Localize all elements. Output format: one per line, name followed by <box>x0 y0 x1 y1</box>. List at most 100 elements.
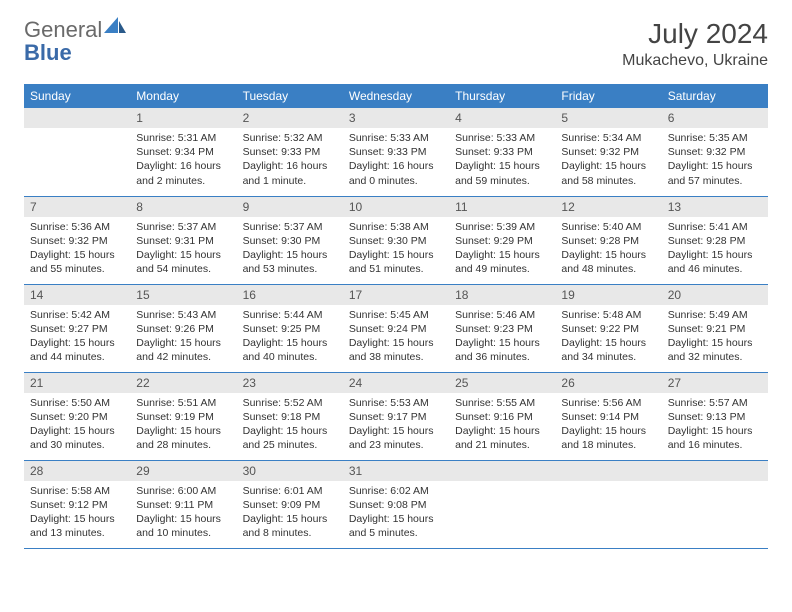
day-info: Sunrise: 5:44 AMSunset: 9:25 PMDaylight:… <box>237 305 343 369</box>
day-info: Sunrise: 6:02 AMSunset: 9:08 PMDaylight:… <box>343 481 449 545</box>
calendar-day-cell: 29Sunrise: 6:00 AMSunset: 9:11 PMDayligh… <box>130 460 236 548</box>
day-number: 12 <box>555 197 661 217</box>
day-number: 18 <box>449 285 555 305</box>
calendar-day-cell: 4Sunrise: 5:33 AMSunset: 9:33 PMDaylight… <box>449 108 555 196</box>
calendar-day-cell: 3Sunrise: 5:33 AMSunset: 9:33 PMDaylight… <box>343 108 449 196</box>
calendar-day-cell: 13Sunrise: 5:41 AMSunset: 9:28 PMDayligh… <box>662 196 768 284</box>
day-number: 27 <box>662 373 768 393</box>
day-number: 31 <box>343 461 449 481</box>
day-info: Sunrise: 5:49 AMSunset: 9:21 PMDaylight:… <box>662 305 768 369</box>
day-info: Sunrise: 5:51 AMSunset: 9:19 PMDaylight:… <box>130 393 236 457</box>
day-info: Sunrise: 5:33 AMSunset: 9:33 PMDaylight:… <box>449 128 555 192</box>
calendar-day-cell: 8Sunrise: 5:37 AMSunset: 9:31 PMDaylight… <box>130 196 236 284</box>
day-info: Sunrise: 5:46 AMSunset: 9:23 PMDaylight:… <box>449 305 555 369</box>
brand-logo: GeneralBlue <box>24 18 126 64</box>
day-info: Sunrise: 5:33 AMSunset: 9:33 PMDaylight:… <box>343 128 449 192</box>
day-number: 22 <box>130 373 236 393</box>
calendar-day-cell: 30Sunrise: 6:01 AMSunset: 9:09 PMDayligh… <box>237 460 343 548</box>
title-block: July 2024 Mukachevo, Ukraine <box>622 18 768 70</box>
calendar-header-row: SundayMondayTuesdayWednesdayThursdayFrid… <box>24 84 768 108</box>
weekday-header: Thursday <box>449 84 555 108</box>
calendar-week-row: 28Sunrise: 5:58 AMSunset: 9:12 PMDayligh… <box>24 460 768 548</box>
calendar-day-cell: 31Sunrise: 6:02 AMSunset: 9:08 PMDayligh… <box>343 460 449 548</box>
day-number: 30 <box>237 461 343 481</box>
calendar-day-cell: 11Sunrise: 5:39 AMSunset: 9:29 PMDayligh… <box>449 196 555 284</box>
day-number: 2 <box>237 108 343 128</box>
day-info: Sunrise: 5:53 AMSunset: 9:17 PMDaylight:… <box>343 393 449 457</box>
calendar-day-cell: 10Sunrise: 5:38 AMSunset: 9:30 PMDayligh… <box>343 196 449 284</box>
calendar-day-cell: 25Sunrise: 5:55 AMSunset: 9:16 PMDayligh… <box>449 372 555 460</box>
day-info: Sunrise: 5:39 AMSunset: 9:29 PMDaylight:… <box>449 217 555 281</box>
calendar-day-cell: 12Sunrise: 5:40 AMSunset: 9:28 PMDayligh… <box>555 196 661 284</box>
day-info: Sunrise: 5:56 AMSunset: 9:14 PMDaylight:… <box>555 393 661 457</box>
day-number: 19 <box>555 285 661 305</box>
calendar-day-cell <box>24 108 130 196</box>
day-info: Sunrise: 5:34 AMSunset: 9:32 PMDaylight:… <box>555 128 661 192</box>
day-number: 3 <box>343 108 449 128</box>
day-info: Sunrise: 5:57 AMSunset: 9:13 PMDaylight:… <box>662 393 768 457</box>
day-number-empty <box>24 108 130 128</box>
calendar-day-cell <box>555 460 661 548</box>
day-number: 4 <box>449 108 555 128</box>
day-number-empty <box>449 461 555 481</box>
weekday-header: Friday <box>555 84 661 108</box>
calendar-week-row: 1Sunrise: 5:31 AMSunset: 9:34 PMDaylight… <box>24 108 768 196</box>
day-info: Sunrise: 6:01 AMSunset: 9:09 PMDaylight:… <box>237 481 343 545</box>
weekday-header: Saturday <box>662 84 768 108</box>
day-info: Sunrise: 5:38 AMSunset: 9:30 PMDaylight:… <box>343 217 449 281</box>
day-info: Sunrise: 5:58 AMSunset: 9:12 PMDaylight:… <box>24 481 130 545</box>
calendar-body: 1Sunrise: 5:31 AMSunset: 9:34 PMDaylight… <box>24 108 768 548</box>
calendar-day-cell <box>449 460 555 548</box>
day-number: 29 <box>130 461 236 481</box>
day-number: 11 <box>449 197 555 217</box>
day-number: 28 <box>24 461 130 481</box>
day-info: Sunrise: 5:37 AMSunset: 9:30 PMDaylight:… <box>237 217 343 281</box>
calendar-day-cell: 26Sunrise: 5:56 AMSunset: 9:14 PMDayligh… <box>555 372 661 460</box>
calendar-day-cell: 17Sunrise: 5:45 AMSunset: 9:24 PMDayligh… <box>343 284 449 372</box>
day-number: 15 <box>130 285 236 305</box>
calendar-day-cell: 9Sunrise: 5:37 AMSunset: 9:30 PMDaylight… <box>237 196 343 284</box>
day-info: Sunrise: 5:32 AMSunset: 9:33 PMDaylight:… <box>237 128 343 192</box>
calendar-table: SundayMondayTuesdayWednesdayThursdayFrid… <box>24 84 768 549</box>
day-number: 14 <box>24 285 130 305</box>
calendar-day-cell: 20Sunrise: 5:49 AMSunset: 9:21 PMDayligh… <box>662 284 768 372</box>
day-info: Sunrise: 5:42 AMSunset: 9:27 PMDaylight:… <box>24 305 130 369</box>
day-info: Sunrise: 5:37 AMSunset: 9:31 PMDaylight:… <box>130 217 236 281</box>
calendar-day-cell: 5Sunrise: 5:34 AMSunset: 9:32 PMDaylight… <box>555 108 661 196</box>
calendar-day-cell: 21Sunrise: 5:50 AMSunset: 9:20 PMDayligh… <box>24 372 130 460</box>
month-title: July 2024 <box>622 18 768 50</box>
day-info: Sunrise: 5:45 AMSunset: 9:24 PMDaylight:… <box>343 305 449 369</box>
day-info: Sunrise: 5:35 AMSunset: 9:32 PMDaylight:… <box>662 128 768 192</box>
calendar-week-row: 14Sunrise: 5:42 AMSunset: 9:27 PMDayligh… <box>24 284 768 372</box>
calendar-day-cell: 2Sunrise: 5:32 AMSunset: 9:33 PMDaylight… <box>237 108 343 196</box>
day-number: 7 <box>24 197 130 217</box>
day-number-empty <box>555 461 661 481</box>
calendar-day-cell: 6Sunrise: 5:35 AMSunset: 9:32 PMDaylight… <box>662 108 768 196</box>
weekday-header: Sunday <box>24 84 130 108</box>
day-number: 26 <box>555 373 661 393</box>
brand-part1: General <box>24 17 102 42</box>
calendar-day-cell: 28Sunrise: 5:58 AMSunset: 9:12 PMDayligh… <box>24 460 130 548</box>
day-number-empty <box>662 461 768 481</box>
day-info: Sunrise: 5:50 AMSunset: 9:20 PMDaylight:… <box>24 393 130 457</box>
sail-icon <box>104 16 126 34</box>
day-number: 23 <box>237 373 343 393</box>
weekday-header: Monday <box>130 84 236 108</box>
day-number: 1 <box>130 108 236 128</box>
day-info: Sunrise: 5:41 AMSunset: 9:28 PMDaylight:… <box>662 217 768 281</box>
calendar-day-cell: 19Sunrise: 5:48 AMSunset: 9:22 PMDayligh… <box>555 284 661 372</box>
day-info: Sunrise: 5:55 AMSunset: 9:16 PMDaylight:… <box>449 393 555 457</box>
day-number: 20 <box>662 285 768 305</box>
day-number: 13 <box>662 197 768 217</box>
calendar-day-cell: 18Sunrise: 5:46 AMSunset: 9:23 PMDayligh… <box>449 284 555 372</box>
day-info: Sunrise: 5:43 AMSunset: 9:26 PMDaylight:… <box>130 305 236 369</box>
day-number: 5 <box>555 108 661 128</box>
day-number: 16 <box>237 285 343 305</box>
calendar-day-cell: 27Sunrise: 5:57 AMSunset: 9:13 PMDayligh… <box>662 372 768 460</box>
day-number: 21 <box>24 373 130 393</box>
brand-part2: Blue <box>24 40 72 65</box>
calendar-day-cell: 7Sunrise: 5:36 AMSunset: 9:32 PMDaylight… <box>24 196 130 284</box>
day-number: 10 <box>343 197 449 217</box>
calendar-day-cell: 23Sunrise: 5:52 AMSunset: 9:18 PMDayligh… <box>237 372 343 460</box>
calendar-day-cell: 14Sunrise: 5:42 AMSunset: 9:27 PMDayligh… <box>24 284 130 372</box>
